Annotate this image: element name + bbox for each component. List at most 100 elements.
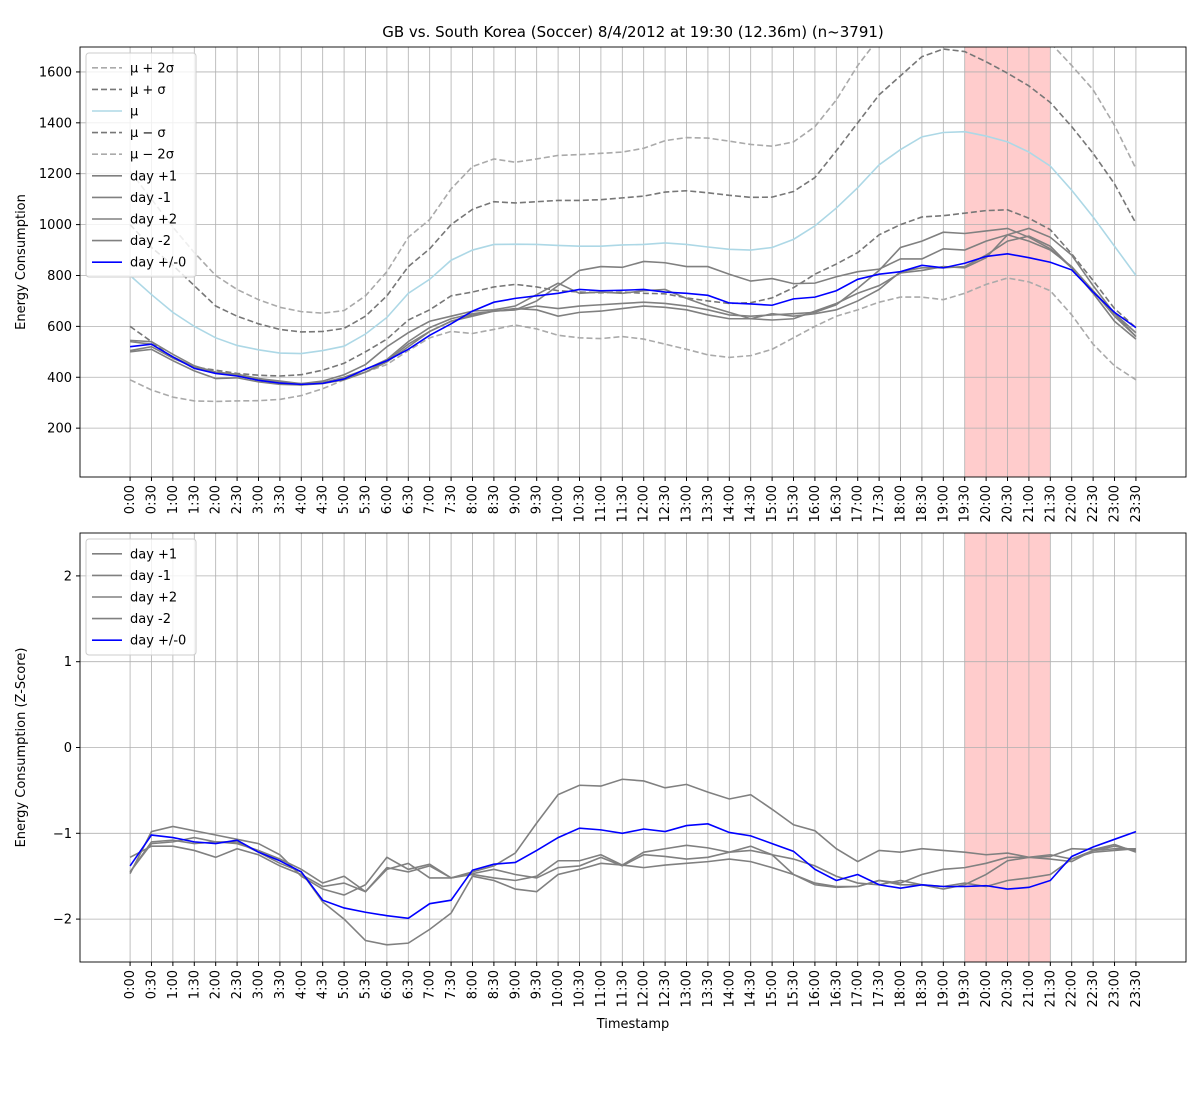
x-tick-label: 12:30 [658, 970, 673, 1007]
x-tick-label: 4:30 [316, 485, 331, 514]
x-tick-label: 18:30 [915, 970, 930, 1007]
x-tick-label: 10:30 [572, 970, 587, 1007]
series-line [129, 235, 1137, 385]
series-line [129, 277, 1137, 403]
x-tick-label: 4:00 [294, 485, 309, 514]
x-tick-label: 3:00 [251, 485, 266, 514]
x-tick-label: 5:30 [358, 485, 373, 514]
x-tick-label: 15:30 [787, 485, 802, 522]
series-line [129, 823, 1137, 920]
x-tick-label: 9:00 [508, 485, 523, 514]
x-tick-label: 1:00 [166, 485, 181, 514]
x-tick-label: 13:00 [680, 485, 695, 522]
legend-label: day +/-0 [130, 634, 186, 649]
series-line [129, 47, 1137, 314]
legend-label: day +/-0 [130, 256, 186, 271]
x-tick-label: 1:30 [187, 485, 202, 514]
y-tick-label: 1 [64, 655, 72, 670]
x-tick-label: 14:30 [744, 485, 759, 522]
y-axis-label: Energy Consumption [14, 194, 29, 330]
legend-box [85, 52, 197, 278]
x-tick-label: 21:00 [1022, 485, 1037, 522]
legend-label: day +1 [130, 547, 177, 562]
legend-label: μ − σ [130, 126, 166, 141]
x-tick-label: 16:00 [808, 485, 823, 522]
x-tick-label: 8:30 [487, 485, 502, 514]
x-tick-label: 18:00 [894, 970, 909, 1007]
x-tick-label: 22:30 [1086, 970, 1101, 1007]
x-tick-label: 2:30 [230, 485, 245, 514]
x-tick-label: 10:00 [551, 485, 566, 522]
y-axis-label: Energy Consumption (Z-Score) [14, 648, 29, 848]
x-tick-label: 10:30 [572, 485, 587, 522]
x-tick-label: 1:00 [166, 970, 181, 999]
legend-label: day +1 [130, 169, 177, 184]
x-tick-label: 7:30 [444, 970, 459, 999]
y-tick-label: 800 [47, 269, 72, 284]
x-tick-label: 19:00 [936, 485, 951, 522]
x-tick-label: 16:00 [808, 970, 823, 1007]
x-tick-label: 23:00 [1108, 970, 1123, 1007]
axes-frame [79, 532, 1187, 963]
x-tick-label: 3:30 [273, 485, 288, 514]
x-tick-label: 17:30 [872, 970, 887, 1007]
x-tick-label: 23:30 [1129, 970, 1144, 1007]
x-tick-label: 20:30 [1001, 485, 1016, 522]
x-tick-label: 19:00 [936, 970, 951, 1007]
x-tick-label: 9:30 [530, 485, 545, 514]
x-tick-label: 7:00 [423, 970, 438, 999]
x-tick-label: 0:00 [123, 970, 138, 999]
x-tick-label: 7:00 [423, 485, 438, 514]
y-tick-label: 1600 [39, 65, 72, 80]
x-tick-label: 22:00 [1065, 970, 1080, 1007]
series-line [129, 48, 1137, 333]
legend-label: day -2 [130, 234, 171, 249]
y-tick-label: 1400 [39, 116, 72, 131]
x-tick-label: 2:00 [209, 970, 224, 999]
x-tick-label: 17:00 [851, 970, 866, 1007]
x-tick-label: 10:00 [551, 970, 566, 1007]
x-tick-label: 1:30 [187, 970, 202, 999]
x-tick-label: 16:30 [829, 485, 844, 522]
series-line [129, 130, 1137, 355]
legend-label: day +2 [130, 591, 177, 606]
x-tick-label: 19:30 [958, 970, 973, 1007]
plot-lines [129, 778, 1137, 946]
axes-frame [79, 46, 1187, 478]
y-tick-label: 200 [47, 422, 72, 437]
legend-label: day -1 [130, 191, 171, 206]
legend: μ + 2σ μ + σ μ μ − σ μ − 2σ day +1 day -1 day +… [85, 52, 197, 278]
x-axis-label: Timestamp [596, 1017, 670, 1032]
legend-label: μ + σ [130, 83, 166, 98]
series-line [129, 209, 1137, 377]
series-line [129, 253, 1137, 386]
x-tick-label: 23:00 [1108, 485, 1123, 522]
x-tick-label: 21:30 [1043, 485, 1058, 522]
y-tick-label: 2 [64, 569, 72, 584]
x-tick-label: 12:30 [658, 485, 673, 522]
x-tick-label: 5:00 [337, 970, 352, 999]
x-tick-label: 11:00 [594, 485, 609, 522]
x-tick-label: 9:00 [508, 970, 523, 999]
x-tick-label: 20:00 [979, 485, 994, 522]
x-tick-label: 3:30 [273, 970, 288, 999]
x-tick-label: 17:30 [872, 485, 887, 522]
x-tick-label: 20:30 [1001, 970, 1016, 1007]
x-tick-label: 6:30 [401, 970, 416, 999]
x-tick-label: 5:00 [337, 485, 352, 514]
x-tick-label: 6:30 [401, 485, 416, 514]
y-tick-label: −1 [53, 827, 72, 842]
x-tick-label: 7:30 [444, 485, 459, 514]
x-tick-label: 6:00 [380, 970, 395, 999]
x-tick-label: 4:30 [316, 970, 331, 999]
x-tick-label: 19:30 [958, 485, 973, 522]
x-tick-label: 5:30 [358, 970, 373, 999]
x-tick-label: 18:30 [915, 485, 930, 522]
x-tick-label: 8:30 [487, 970, 502, 999]
x-tick-label: 11:30 [615, 970, 630, 1007]
x-tick-label: 2:00 [209, 485, 224, 514]
x-tick-label: 2:30 [230, 970, 245, 999]
x-tick-label: 15:00 [765, 970, 780, 1007]
x-tick-label: 16:30 [829, 970, 844, 1007]
